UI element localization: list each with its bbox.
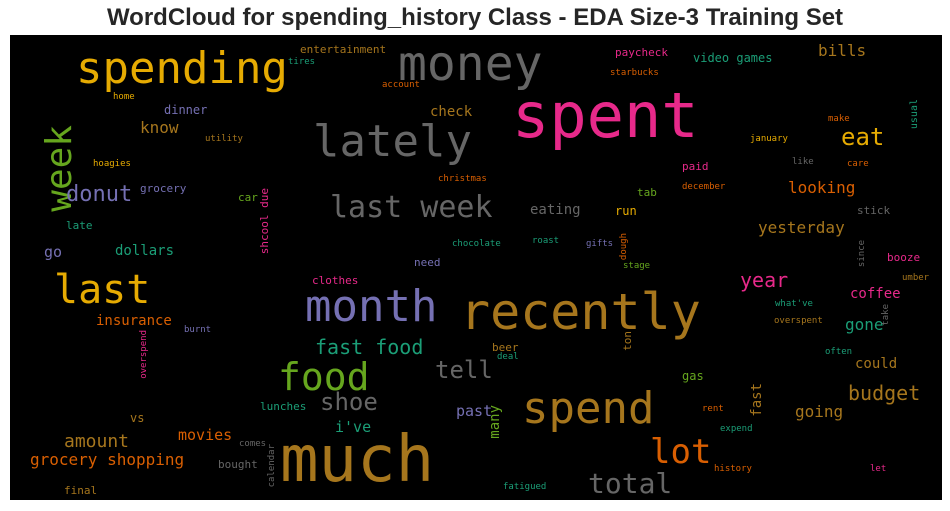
word-chocolate: chocolate: [452, 239, 501, 249]
word-calendar: calendar: [267, 444, 277, 488]
word-video-games: video games: [693, 51, 773, 65]
word-spending: spending: [76, 43, 288, 94]
word-looking: looking: [788, 178, 856, 197]
word-vs: vs: [130, 411, 145, 425]
word-fast: fast: [749, 383, 765, 417]
wordcloud-canvas: spent much recently money month lately spendin…: [10, 35, 942, 500]
word-roast: roast: [532, 236, 560, 246]
word-make: make: [828, 114, 850, 124]
word-amount: amount: [64, 431, 130, 452]
word-tab: tab: [637, 186, 657, 199]
word-overspend: overspend: [139, 330, 149, 379]
word-many: many: [487, 405, 503, 439]
word-clothes: clothes: [312, 274, 359, 287]
word-run: run: [615, 204, 637, 218]
word-yesterday: yesterday: [758, 218, 845, 237]
word-stage: stage: [623, 261, 651, 271]
word-shoe: shoe: [320, 388, 378, 416]
word-dollars: dollars: [115, 243, 175, 259]
word-take: take: [881, 304, 891, 326]
word-eat: eat: [841, 123, 885, 151]
word-spend: spend: [522, 383, 655, 434]
word-late: late: [66, 219, 93, 232]
word-last-week: last week: [330, 190, 493, 225]
word-past: past: [456, 402, 493, 420]
word-total: total: [588, 467, 673, 500]
word-insurance: insurance: [96, 313, 172, 329]
word-usual: usual: [909, 99, 920, 130]
word-burnt: burnt: [184, 325, 212, 335]
word-comes: comes: [239, 439, 267, 449]
word-check: check: [430, 104, 473, 120]
word-fatigued: fatigued: [503, 482, 547, 492]
chart-title: WordCloud for spending_history Class - E…: [106, 4, 844, 31]
word-christmas: christmas: [438, 174, 487, 184]
word-money: money: [398, 36, 543, 92]
word-car: car: [238, 191, 258, 204]
word-deal: deal: [497, 352, 519, 362]
word-food: food: [278, 355, 370, 399]
word-umber: umber: [902, 273, 930, 283]
word-coffee: coffee: [850, 286, 901, 302]
word-dough: dough: [619, 233, 629, 261]
word-booze: booze: [887, 251, 921, 264]
word-month: month: [305, 281, 438, 332]
word-paid: paid: [682, 160, 709, 173]
word-shcool-due: shcool due: [258, 188, 271, 255]
word-home: home: [113, 92, 135, 102]
word-bills: bills: [818, 41, 867, 60]
word-recently: recently: [460, 283, 701, 341]
word-lunches: lunches: [260, 400, 307, 413]
word-going: going: [795, 402, 844, 421]
word-gifts: gifts: [586, 239, 614, 249]
word-much: much: [280, 423, 435, 497]
word-donut: donut: [66, 182, 133, 207]
word-tell: tell: [435, 356, 493, 384]
word-know: know: [140, 118, 179, 137]
word-hoagies: hoagies: [93, 159, 131, 169]
word-gas: gas: [682, 369, 704, 383]
word-last: last: [54, 267, 151, 313]
word-january: january: [750, 134, 788, 144]
word-paycheck: paycheck: [615, 46, 668, 59]
word-tires: tires: [288, 57, 316, 67]
word-year: year: [740, 268, 789, 292]
word-entertainment: entertainment: [300, 43, 387, 56]
word-utility: utility: [205, 134, 243, 144]
word-eating: eating: [530, 202, 581, 218]
word-what-ve: what've: [775, 299, 813, 309]
word-beer: beer: [492, 341, 519, 354]
word-starbucks: starbucks: [610, 68, 659, 78]
word-rent: rent: [702, 404, 724, 414]
word-care: care: [847, 159, 869, 169]
word-spent: spent: [512, 79, 699, 152]
word-grocery: grocery: [140, 182, 187, 195]
word-lot: lot: [650, 432, 712, 472]
word-gone: gone: [845, 315, 884, 334]
word-account: account: [382, 80, 420, 90]
word-go: go: [44, 243, 63, 261]
word-budget: budget: [848, 381, 921, 405]
word-fast-food: fast food: [315, 335, 424, 359]
word-dinner: dinner: [164, 103, 208, 117]
word-overspent: overspent: [774, 316, 823, 326]
word-like: like: [792, 157, 814, 167]
word-ton: ton: [621, 331, 634, 351]
word-movies: movies: [178, 426, 233, 444]
word-lately: lately: [313, 116, 472, 167]
word-grocery-shopping: grocery shopping: [30, 450, 185, 469]
word-let: let: [870, 464, 887, 474]
word-december: december: [682, 182, 726, 192]
word-expend: expend: [720, 424, 753, 434]
word-since: since: [857, 240, 867, 268]
word-bought: bought: [218, 458, 258, 471]
word-i-ve: i've: [335, 418, 372, 436]
word-often: often: [825, 347, 853, 357]
word-final: final: [64, 484, 98, 497]
word-stick: stick: [857, 204, 891, 217]
word-need: need: [414, 256, 441, 269]
word-could: could: [855, 356, 898, 372]
word-history: history: [714, 464, 752, 474]
